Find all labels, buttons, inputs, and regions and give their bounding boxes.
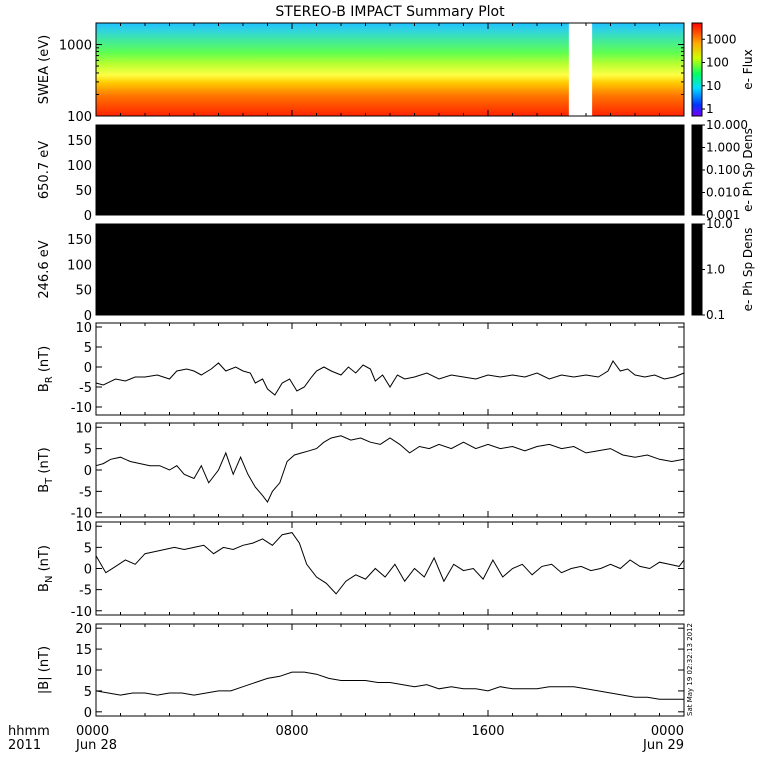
plot-title: STEREO-B IMPACT Summary Plot <box>275 4 505 20</box>
y-tick-label: -10 <box>71 605 92 620</box>
x-date-label: Jun 28 <box>75 738 117 753</box>
y-axis-label: BR (nT) <box>37 346 55 392</box>
panel-frame <box>95 623 685 717</box>
y-axis-label: SWEA (eV) <box>37 35 52 104</box>
colorbar-tick-label: 0.1 <box>706 308 725 322</box>
y-axis-label: BN (nT) <box>37 545 55 592</box>
y-tick-label: 1000 <box>59 39 92 54</box>
panel-bt: -10 -5 0 5 10 BT (nT) <box>37 421 685 522</box>
x-tick-label: 1600 <box>471 724 504 739</box>
y-axis-label-sub: N <box>44 576 55 583</box>
y-tick-label: 0 <box>84 309 92 324</box>
y-tick-label: -5 <box>79 381 92 396</box>
y-axis-label-sub: T <box>44 477 55 485</box>
y-tick-label: 10 <box>75 321 92 336</box>
y-tick-label: 0 <box>84 706 92 721</box>
x-tick-label: 0000 <box>651 724 684 739</box>
y-tick-label: -10 <box>71 507 92 522</box>
timestamp-label: Sat May 19 02:32:13 2012 <box>686 623 694 716</box>
colorbar-tick-label: 1000 <box>706 32 737 46</box>
panel-bmag: 0 5 10 15 20 |B| (nT) <box>37 622 685 721</box>
x-axis-title-top: hhmm <box>8 724 50 739</box>
y-tick-label: 0 <box>84 361 92 376</box>
colorbar-tick-label: 0.100 <box>706 163 740 177</box>
x-axis-title-bottom: 2011 <box>8 738 41 753</box>
y-axis-label: 246.6 eV <box>37 240 52 298</box>
y-tick-label: 0 <box>84 209 92 224</box>
pad-spectrogram-pad246 <box>96 224 684 315</box>
y-axis-label-main: |B| <box>37 676 52 694</box>
y-tick-label: -5 <box>79 485 92 500</box>
y-tick-label: 50 <box>75 184 92 199</box>
data-gap <box>568 23 593 116</box>
y-axis-label-main: B <box>37 484 52 493</box>
colorbar-pad246 <box>691 223 703 316</box>
colorbar-tick-label: 10.000 <box>706 118 748 132</box>
y-tick-label: 5 <box>84 685 92 700</box>
y-axis-label-main: B <box>37 383 52 392</box>
y-axis-label-unit: (nT) <box>37 545 52 575</box>
swea-spectrogram <box>96 23 684 116</box>
y-axis-label-main: B <box>37 583 52 592</box>
y-tick-label: 10 <box>75 421 92 436</box>
panel-bn: -10 -5 0 5 10 BN (nT) <box>37 520 685 620</box>
panel-swea: 1 10 100 1000 e- Flux 100 1000 SWEA (eV) <box>37 22 755 125</box>
colorbar-swea <box>691 22 703 117</box>
x-tick-label: 0000 <box>76 724 109 739</box>
y-axis-label-unit: (nT) <box>37 447 52 477</box>
colorbar-tick-label: 10 <box>706 79 721 93</box>
y-axis-label: 650.7 eV <box>37 141 52 199</box>
colorbar-tick-label: 0.001 <box>706 208 740 222</box>
y-axis-label-sub: R <box>44 376 55 383</box>
colorbar-pad650 <box>691 124 703 216</box>
y-tick-label: 5 <box>84 341 92 356</box>
y-tick-label: 0 <box>84 464 92 479</box>
y-tick-label: 10 <box>75 520 92 535</box>
colorbar-tick-label: 1.0 <box>706 263 725 277</box>
x-tick-label: 0800 <box>275 724 308 739</box>
y-tick-label: 50 <box>75 284 92 299</box>
colorbar-tick-label: 0.010 <box>706 186 740 200</box>
y-tick-label: 15 <box>75 643 92 658</box>
colorbar-label: e- Flux <box>741 49 755 89</box>
y-tick-label: 150 <box>67 134 92 149</box>
panel-br: -10 -5 0 5 10 BR (nT) <box>37 321 685 416</box>
colorbar-tick-label: 10.0 <box>706 217 733 231</box>
colorbar-tick-label: 100 <box>706 56 729 70</box>
y-axis-label-unit: (nT) <box>37 646 52 676</box>
series-line-bmag <box>95 671 684 700</box>
panel-frame <box>95 422 685 518</box>
y-tick-label: 150 <box>67 233 92 248</box>
colorbar-label: e- Ph Sp Dens <box>741 128 755 212</box>
y-tick-label: 100 <box>67 258 92 273</box>
x-date-label: Jun 29 <box>642 738 684 753</box>
series-line-br <box>95 360 685 396</box>
y-axis-label: BT (nT) <box>37 447 55 493</box>
y-tick-label: 5 <box>84 541 92 556</box>
y-tick-label: 5 <box>84 443 92 458</box>
panel-frame <box>95 521 685 616</box>
y-tick-label: -10 <box>71 401 92 416</box>
panel-pad246: 0.1 1.0 10.0 e- Ph Sp Dens 0 50 100 150 246.6 eV <box>37 217 755 324</box>
y-tick-label: 0 <box>84 563 92 578</box>
colorbar-tick-label: 1.000 <box>706 141 740 155</box>
y-tick-label: 100 <box>67 159 92 174</box>
y-axis-label: |B| (nT) <box>37 646 52 694</box>
series-line-bn <box>95 532 685 595</box>
colorbar-tick-label: 1 <box>706 102 714 116</box>
y-tick-label: 20 <box>75 622 92 637</box>
pad-spectrogram-pad650 <box>96 125 684 215</box>
y-tick-label: 10 <box>75 664 92 679</box>
y-tick-label: -5 <box>79 584 92 599</box>
y-tick-label: 100 <box>67 110 92 125</box>
colorbar-label: e- Ph Sp Dens <box>741 228 755 312</box>
y-axis-label-unit: (nT) <box>37 346 52 376</box>
series-line-bt <box>95 435 685 503</box>
